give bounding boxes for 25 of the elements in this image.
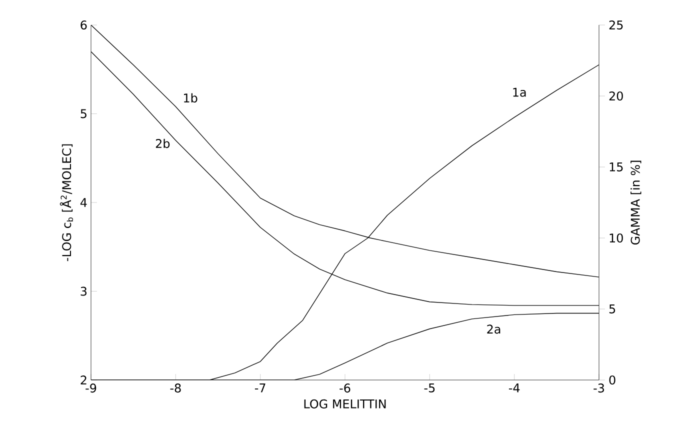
y-tick-label: 6: [80, 20, 87, 30]
series-label: 1a: [513, 88, 526, 97]
y2-tick-label: 10: [610, 233, 623, 243]
y-tick-label: 2: [80, 376, 86, 384]
y-tick-label: 4: [80, 198, 87, 207]
x-tick-label: -4: [508, 384, 520, 392]
y-tick-label: 5: [80, 109, 86, 118]
x-axis-title: LOG MELITTIN: [304, 399, 386, 408]
y2-axis-title: GAMMA [in %]: [630, 160, 642, 245]
y2-tick-label: 20: [609, 91, 623, 101]
x-tick-label: -7: [254, 384, 266, 392]
x-tick-label: -6: [340, 384, 350, 393]
y2-tick-label: 15: [610, 162, 623, 172]
y2-tick-label: 0: [609, 375, 616, 385]
series-label: 2b: [156, 138, 170, 148]
x-tick-label: -3: [594, 384, 604, 393]
series-label: 1b: [184, 93, 198, 103]
series-label: 2a: [487, 324, 500, 334]
y2-tick-label: 25: [609, 20, 623, 30]
x-tick-label: -8: [170, 384, 181, 393]
x-tick-label: -5: [424, 384, 435, 392]
x-tick-label: -9: [86, 384, 96, 393]
y2-tick-label: 5: [609, 304, 616, 314]
y-tick-label: 3: [80, 286, 87, 296]
y-axis-title: -LOG c$_{b}$ [Å$^{2}$/MOLEC]: [60, 144, 74, 262]
